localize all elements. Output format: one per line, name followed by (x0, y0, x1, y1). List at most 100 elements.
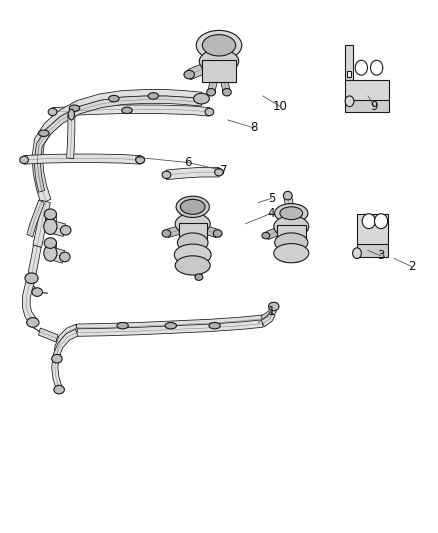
Polygon shape (27, 200, 44, 237)
Ellipse shape (274, 216, 309, 237)
Text: 10: 10 (273, 100, 288, 113)
Polygon shape (45, 216, 56, 227)
Ellipse shape (136, 156, 145, 164)
Ellipse shape (195, 274, 203, 280)
Polygon shape (54, 324, 78, 358)
Ellipse shape (268, 302, 279, 311)
FancyBboxPatch shape (179, 223, 207, 239)
Ellipse shape (184, 70, 194, 79)
Ellipse shape (262, 232, 270, 239)
Polygon shape (49, 220, 66, 237)
Ellipse shape (27, 318, 39, 327)
Ellipse shape (180, 199, 205, 214)
Ellipse shape (199, 50, 239, 73)
Text: 6: 6 (184, 156, 192, 169)
FancyBboxPatch shape (345, 80, 389, 101)
Ellipse shape (275, 233, 308, 252)
Polygon shape (166, 226, 180, 238)
Polygon shape (266, 228, 278, 240)
Ellipse shape (209, 322, 220, 329)
Polygon shape (188, 64, 204, 79)
Ellipse shape (109, 95, 119, 102)
Ellipse shape (202, 35, 236, 56)
Polygon shape (32, 90, 202, 204)
Ellipse shape (275, 204, 308, 223)
Ellipse shape (148, 93, 159, 99)
Text: 3: 3 (378, 249, 385, 262)
FancyBboxPatch shape (345, 100, 389, 112)
Text: 9: 9 (371, 100, 378, 113)
Ellipse shape (371, 60, 383, 75)
Ellipse shape (175, 256, 210, 275)
Ellipse shape (44, 238, 57, 248)
Text: 4: 4 (268, 207, 276, 220)
FancyBboxPatch shape (345, 45, 353, 80)
Ellipse shape (274, 244, 309, 263)
Polygon shape (28, 245, 41, 279)
Ellipse shape (196, 30, 242, 60)
Polygon shape (208, 80, 217, 93)
FancyBboxPatch shape (202, 60, 236, 82)
Polygon shape (261, 311, 275, 327)
Ellipse shape (213, 230, 222, 237)
Polygon shape (194, 265, 202, 277)
Ellipse shape (20, 156, 28, 164)
Ellipse shape (117, 322, 128, 329)
Polygon shape (22, 277, 36, 324)
FancyBboxPatch shape (277, 225, 306, 240)
Ellipse shape (69, 105, 80, 111)
Text: 5: 5 (268, 192, 275, 205)
Ellipse shape (194, 93, 209, 104)
Ellipse shape (345, 96, 354, 107)
Ellipse shape (25, 273, 38, 284)
Ellipse shape (52, 354, 62, 363)
Polygon shape (206, 226, 218, 238)
Polygon shape (166, 167, 219, 180)
Ellipse shape (44, 209, 57, 220)
Ellipse shape (215, 168, 223, 176)
Ellipse shape (54, 385, 64, 394)
Ellipse shape (60, 225, 71, 235)
Ellipse shape (353, 248, 361, 259)
Text: 2: 2 (408, 260, 416, 273)
Polygon shape (45, 244, 56, 253)
Polygon shape (77, 315, 263, 332)
Ellipse shape (223, 88, 231, 96)
Polygon shape (293, 253, 300, 263)
Ellipse shape (174, 244, 211, 265)
Polygon shape (24, 154, 140, 164)
Ellipse shape (44, 219, 57, 235)
Polygon shape (53, 105, 210, 116)
Polygon shape (221, 80, 230, 93)
Ellipse shape (48, 108, 57, 116)
Text: 8: 8 (251, 122, 258, 134)
Ellipse shape (280, 207, 303, 220)
Ellipse shape (68, 109, 74, 120)
Ellipse shape (44, 245, 57, 261)
Ellipse shape (32, 288, 42, 296)
Ellipse shape (175, 213, 210, 235)
Ellipse shape (162, 171, 171, 179)
Text: 7: 7 (219, 164, 227, 177)
Ellipse shape (122, 107, 132, 114)
Ellipse shape (205, 108, 214, 116)
Polygon shape (77, 320, 263, 336)
Ellipse shape (165, 322, 177, 329)
Ellipse shape (283, 191, 292, 200)
Ellipse shape (177, 233, 208, 252)
Ellipse shape (355, 60, 367, 75)
Ellipse shape (176, 196, 209, 217)
Ellipse shape (39, 130, 49, 136)
Polygon shape (39, 328, 58, 342)
Polygon shape (283, 253, 290, 263)
FancyBboxPatch shape (347, 71, 351, 77)
Ellipse shape (207, 88, 215, 96)
Ellipse shape (136, 156, 145, 164)
Polygon shape (284, 196, 293, 206)
Text: 1: 1 (268, 305, 276, 318)
Ellipse shape (60, 252, 70, 262)
Ellipse shape (374, 214, 388, 229)
Polygon shape (67, 115, 75, 159)
FancyBboxPatch shape (357, 244, 388, 257)
Ellipse shape (362, 214, 375, 229)
